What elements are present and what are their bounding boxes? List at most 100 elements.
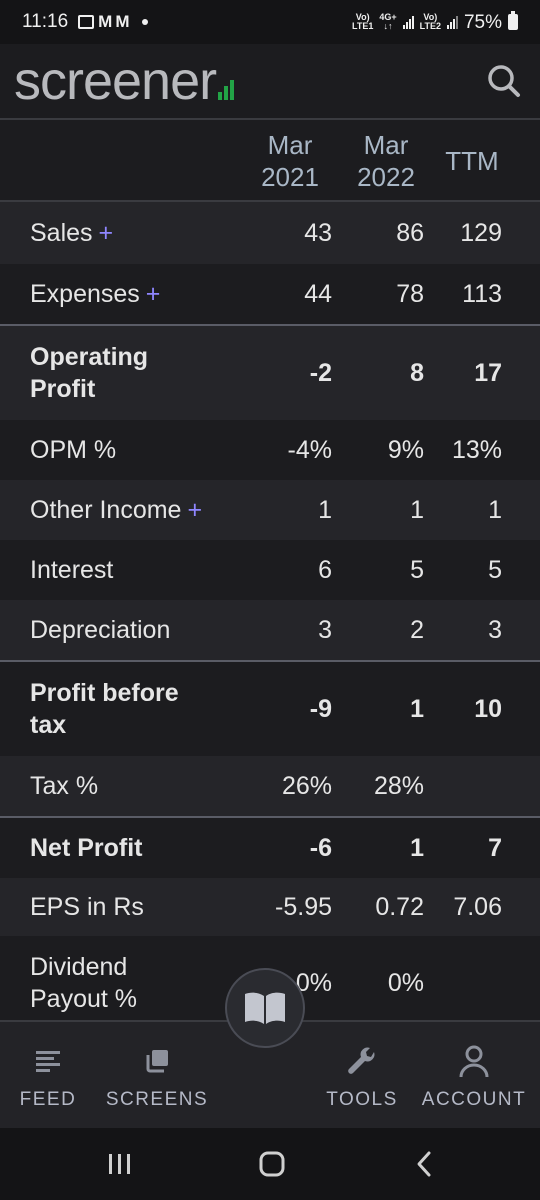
table-row-expenses: Expenses + 44 78 113 (0, 264, 540, 324)
cell-value: 129 (460, 218, 502, 247)
cell-value: 26% (281, 771, 332, 800)
cell-value: 7 (488, 833, 502, 862)
signal-icon-2 (446, 15, 458, 29)
home-button[interactable] (252, 1146, 292, 1182)
expand-plus-icon[interactable]: + (187, 495, 203, 524)
open-book-icon (245, 992, 285, 1024)
nav-screens[interactable]: SCREENS (104, 1022, 210, 1130)
more-notifications-icon (142, 19, 149, 25)
cell-value: 3 (488, 615, 502, 644)
cell-value: 43 (304, 218, 332, 247)
home-icon (259, 1151, 285, 1177)
row-label: OPM % (30, 435, 117, 464)
cell-value: 17 (474, 359, 502, 387)
status-bar: 11:16 M M Vo) LTE1 4G+ ↓↑ Vo) LTE2 75% (0, 0, 540, 44)
cell-value: 2 (410, 615, 424, 644)
status-time: 11:16 (22, 11, 69, 32)
table-row-eps: EPS in Rs -5.95 0.72 7.06 (0, 878, 540, 936)
cell-value: 0.72 (375, 892, 424, 921)
cell-value: 1 (410, 833, 424, 862)
cell-value: 5 (410, 555, 424, 584)
cell-value: -4% (287, 435, 332, 464)
cell-value: 8 (410, 359, 424, 387)
column-header-mar-2022: Mar 2022 (357, 130, 415, 192)
cell-value: 1 (410, 495, 424, 524)
expand-plus-icon[interactable]: + (145, 279, 161, 308)
row-label: Net Profit (30, 833, 143, 862)
recent-apps-icon (109, 1154, 130, 1174)
sim1-volte-label: Vo) LTE1 (352, 12, 374, 31)
table-row-tax: Tax % 26% 28% (0, 756, 540, 816)
cell-value: -2 (309, 359, 332, 387)
profit-loss-table: Mar 2021 Mar 2022 TTM Sales + 43 86 129 Exp… (0, 122, 540, 1030)
cell-value: 113 (462, 279, 502, 308)
back-button[interactable] (404, 1146, 444, 1182)
app-header: screener (0, 44, 540, 120)
nav-tools-label: TOOLS (326, 1089, 398, 1110)
cell-value: 44 (304, 279, 332, 308)
cell-value: 13% (451, 435, 502, 464)
status-right: Vo) LTE1 4G+ ↓↑ Vo) LTE2 75% (352, 11, 518, 33)
expand-plus-icon[interactable]: + (98, 218, 114, 247)
network-type-label: 4G+ ↓↑ (379, 12, 397, 31)
cell-value: -5.95 (275, 892, 332, 921)
table-row-net-profit: Net Profit -6 1 7 (0, 816, 540, 878)
row-label[interactable]: Other Income + (30, 495, 203, 524)
recent-apps-button[interactable] (100, 1146, 140, 1182)
gmail-notification-icon-2: M (115, 12, 129, 31)
notification-icons: M M (78, 12, 149, 32)
nav-feed-label: FEED (19, 1089, 77, 1110)
table-row-dividend-payout: Dividend Payout % 0% 0% (0, 936, 540, 1030)
back-icon (417, 1151, 431, 1177)
table-row-interest: Interest 6 5 5 (0, 540, 540, 600)
nav-feed[interactable]: FEED (14, 1022, 82, 1130)
nav-account-label: ACCOUNT (421, 1089, 527, 1110)
screens-icon (143, 1041, 171, 1081)
battery-percent: 75% (463, 11, 502, 33)
table-row-other-income: Other Income + 1 1 1 (0, 480, 540, 540)
row-label: Tax % (30, 771, 99, 800)
cell-value: 7.06 (453, 892, 502, 921)
row-label: Depreciation (30, 615, 171, 644)
system-navigation-bar (0, 1128, 540, 1200)
cell-value: 1 (318, 495, 332, 524)
cell-value: 9% (387, 435, 424, 464)
column-header-ttm: TTM (445, 146, 499, 176)
book-fab-button[interactable] (225, 968, 305, 1048)
logo-text: screener (14, 51, 217, 111)
row-label[interactable]: Expenses + (30, 279, 161, 308)
screener-logo[interactable]: screener (14, 51, 235, 111)
wrench-icon (346, 1041, 378, 1081)
table-row-profit-before-tax: Profit before tax -9 1 10 (0, 660, 540, 756)
row-label: Operating Profit (30, 343, 149, 403)
column-header-mar-2021: Mar 2021 (261, 130, 319, 192)
cell-value: 1 (488, 495, 502, 524)
cell-value: -9 (309, 695, 332, 723)
gallery-notification-icon (78, 15, 95, 29)
sim2-volte-label: Vo) LTE2 (419, 12, 441, 31)
cell-value: -6 (309, 833, 332, 862)
nav-tools[interactable]: TOOLS (322, 1022, 402, 1130)
nav-account[interactable]: ACCOUNT (418, 1022, 530, 1130)
search-button[interactable] (482, 59, 526, 103)
battery-icon (508, 11, 518, 30)
cell-value: 10 (474, 695, 502, 723)
signal-icon (402, 15, 414, 29)
row-label: Profit before tax (30, 679, 179, 739)
row-label: Interest (30, 555, 114, 584)
table-header-row: Mar 2021 Mar 2022 TTM (0, 122, 540, 202)
cell-value: 78 (396, 279, 424, 308)
cell-value: 6 (318, 555, 332, 584)
row-label[interactable]: Sales + (30, 218, 114, 247)
user-icon (458, 1041, 490, 1081)
cell-value: 86 (396, 218, 424, 247)
row-label: EPS in Rs (30, 892, 144, 921)
cell-value: 5 (488, 555, 502, 584)
feed-icon (34, 1041, 62, 1081)
table-row-opm: OPM % -4% 9% 13% (0, 420, 540, 480)
nav-screens-label: SCREENS (105, 1089, 209, 1110)
row-label: Dividend Payout % (30, 953, 138, 1013)
table-row-depreciation: Depreciation 3 2 3 (0, 600, 540, 660)
cell-value: 0% (387, 969, 424, 997)
gmail-notification-icon: M (98, 12, 112, 31)
